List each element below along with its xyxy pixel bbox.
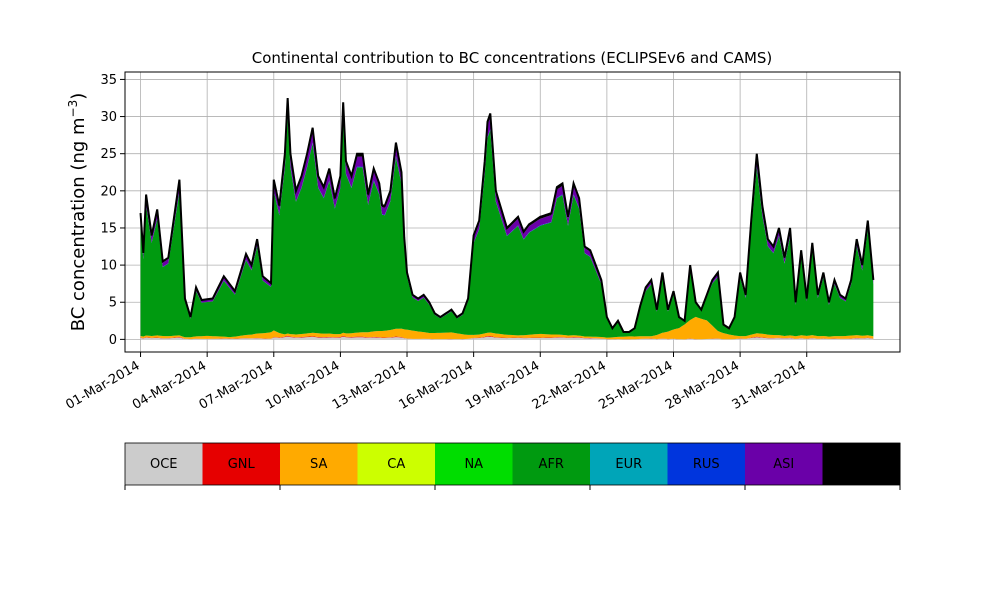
colorbar-label-eur: EUR: [615, 457, 642, 472]
y-axis-label-exponent: −3: [66, 100, 80, 118]
y-tick-label: 15: [100, 221, 117, 236]
y-tick-label: 30: [100, 110, 117, 125]
colorbar-swatch-eur: [590, 443, 668, 485]
x-tick-label: 28-Mar-2014: [663, 358, 742, 412]
colorbar-swatch-rus: [667, 443, 746, 485]
x-tick-label: 10-Mar-2014: [263, 358, 342, 412]
colorbar-label-sa: SA: [310, 457, 327, 472]
area-oce: [140, 336, 874, 340]
y-tick-label: 20: [100, 184, 117, 199]
colorbar-swatch-na: [435, 443, 513, 485]
colorbar-label-na: NA: [464, 457, 483, 472]
x-axis: 01-Mar-201404-Mar-201407-Mar-201410-Mar-…: [63, 352, 809, 413]
x-tick-label: 01-Mar-2014: [63, 358, 142, 412]
colorbar-label-oce: OCE: [150, 457, 178, 472]
colorbar-swatch-aus: [822, 443, 901, 485]
y-tick-label: 5: [109, 296, 117, 311]
area-afr: [140, 115, 874, 338]
x-tick-label: 07-Mar-2014: [197, 358, 276, 412]
y-axis-label-text: BC concentration (ng m: [68, 117, 89, 331]
x-tick-label: 31-Mar-2014: [730, 358, 809, 412]
colorbar-label-rus: RUS: [693, 457, 720, 472]
colorbar-swatch-asi: [745, 443, 823, 485]
x-tick-label: 25-Mar-2014: [596, 358, 675, 412]
plot-frame: [124, 71, 901, 353]
y-tick-label: 35: [100, 73, 117, 88]
y-axis: 0 5 10 15 20 25 30 35: [100, 73, 125, 348]
area-sa: [140, 316, 874, 340]
colorbar-swatch-gnl: [202, 443, 281, 485]
y-tick-label: 0: [109, 333, 117, 348]
colorbar-swatch-ca: [357, 443, 436, 485]
colorbar-label-aus: AUS: [848, 457, 875, 472]
x-tick-label: 22-Mar-2014: [530, 358, 609, 412]
region-colorbar: OCE GNL SA CA NA AFR EUR RUS ASI AUS: [124, 442, 901, 490]
plot-border: [124, 71, 901, 353]
colorbar-swatch-afr: [512, 443, 591, 485]
colorbar-label-afr: AFR: [539, 457, 564, 472]
colorbar-label-asi: ASI: [773, 457, 794, 472]
chart-title: Continental contribution to BC concentra…: [252, 49, 773, 67]
stacked-areas: [139, 97, 875, 340]
colorbar-swatch-sa: [280, 443, 358, 485]
y-axis-label-close: ): [68, 93, 89, 100]
colorbar-border: [124, 442, 901, 486]
colorbar-label-ca: CA: [387, 457, 405, 472]
total-outline: [139, 97, 875, 333]
x-tick-label: 13-Mar-2014: [330, 358, 409, 412]
x-tick-label: 04-Mar-2014: [130, 358, 209, 412]
y-tick-label: 25: [100, 147, 117, 162]
y-tick-label: 10: [100, 259, 117, 274]
colorbar-label-gnl: GNL: [228, 457, 256, 472]
colorbar-swatch-oce: [125, 443, 203, 485]
y-axis-label: BC concentration (ng m−3): [66, 93, 89, 332]
x-tick-label: 16-Mar-2014: [397, 358, 476, 412]
x-tick-label: 19-Mar-2014: [463, 358, 542, 412]
